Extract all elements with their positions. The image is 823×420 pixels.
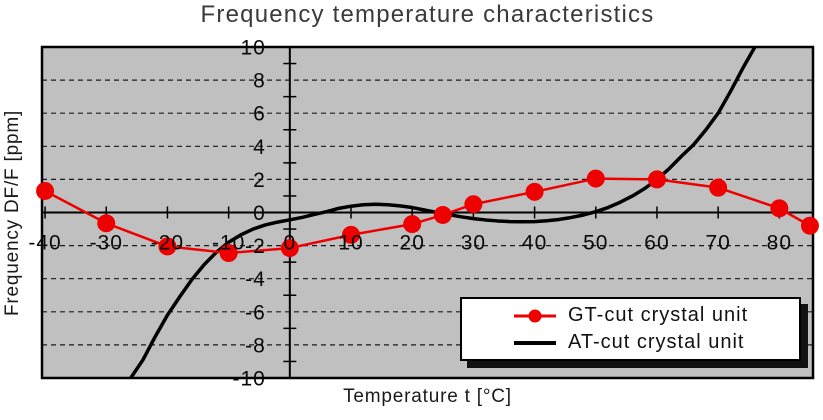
gt-cut-data-marker	[36, 181, 55, 200]
gt-series-swatch	[514, 308, 556, 323]
x-tick-label: -10	[212, 232, 245, 255]
y-tick-label: 6	[253, 103, 266, 126]
at-swatch-line-icon	[514, 340, 556, 345]
gt-cut-data-marker	[709, 178, 728, 197]
gt-cut-data-marker	[525, 182, 544, 201]
x-tick-label: 60	[644, 232, 669, 255]
gt-cut-data-marker	[219, 244, 238, 263]
legend: GT-cut crystal unit AT-cut crystal unit	[460, 297, 801, 361]
y-tick-label: -4	[245, 268, 266, 291]
gt-cut-data-marker	[97, 214, 116, 233]
gt-cut-data-marker	[342, 225, 361, 244]
y-tick-label: 2	[253, 169, 266, 192]
gt-cut-data-marker	[647, 170, 666, 189]
x-tick-label: 80	[767, 232, 792, 255]
y-tick-label: -10	[232, 368, 265, 391]
y-tick-label: -2	[245, 235, 266, 258]
gt-cut-data-marker	[158, 237, 177, 256]
x-tick-label: 40	[522, 232, 547, 255]
legend-label-at-cut: AT-cut crystal unit	[568, 331, 745, 353]
legend-item-gt-cut: GT-cut crystal unit	[514, 303, 793, 329]
at-series-swatch	[514, 335, 556, 350]
gt-cut-data-marker	[586, 169, 605, 188]
y-tick-label: 4	[253, 136, 266, 159]
gt-cut-data-marker	[770, 199, 789, 218]
x-tick-label: 10	[338, 232, 363, 255]
x-tick-label: 70	[705, 232, 730, 255]
y-tick-label: -8	[245, 334, 266, 357]
y-tick-label: 8	[253, 70, 266, 93]
x-axis-title: Temperature t [°C]	[343, 386, 512, 407]
legend-item-at-cut: AT-cut crystal unit	[514, 330, 793, 356]
x-tick-label: 0	[283, 232, 296, 255]
x-tick-label: 20	[400, 232, 425, 255]
gt-cut-data-marker	[403, 215, 422, 234]
x-tick-label: -30	[90, 232, 123, 255]
x-tick-label: -40	[28, 232, 61, 255]
x-tick-label: 50	[583, 232, 608, 255]
gt-swatch-dot-icon	[528, 309, 542, 322]
y-tick-label: 0	[253, 202, 266, 225]
legend-label-gt-cut: GT-cut crystal unit	[568, 304, 749, 326]
plot-frame	[40, 45, 815, 380]
x-tick-label: -20	[151, 232, 184, 255]
x-tick-label: 30	[461, 232, 486, 255]
gt-cut-data-marker	[280, 239, 299, 258]
gt-cut-data-marker	[433, 205, 452, 224]
y-tick-label: 10	[240, 37, 265, 60]
chart-title: Frequency temperature characteristics	[200, 1, 655, 28]
y-tick-label: -6	[245, 301, 266, 324]
gt-cut-data-marker	[800, 216, 819, 235]
gt-cut-data-marker	[464, 195, 483, 214]
